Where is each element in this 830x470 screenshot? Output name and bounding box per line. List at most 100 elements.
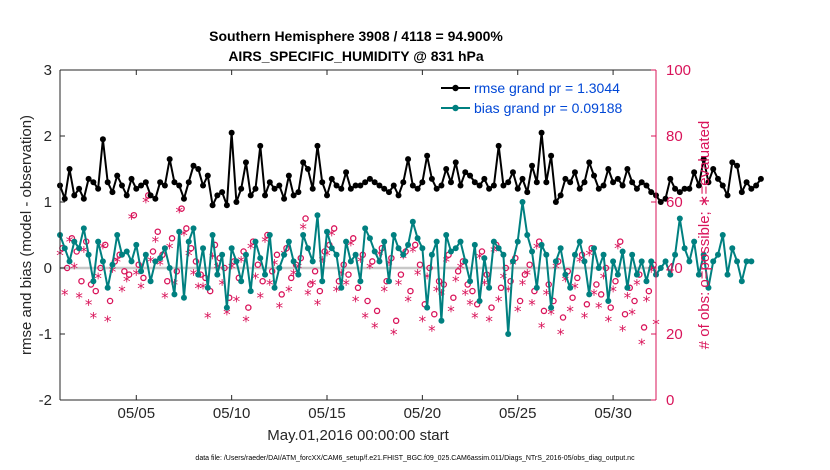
obs-evaluated-marker: * — [633, 276, 641, 294]
obs-evaluated-marker: * — [524, 266, 532, 284]
rmse-point — [295, 189, 302, 196]
bias-point — [338, 284, 345, 291]
rmse-point — [138, 182, 145, 189]
y-tick-label-left: 1 — [44, 194, 52, 211]
obs-evaluated-marker: * — [128, 210, 136, 228]
rmse-point — [71, 192, 78, 199]
obs-possible-marker — [369, 258, 376, 265]
rmse-point — [524, 189, 531, 196]
rmse-point — [333, 182, 340, 189]
obs-evaluated-marker: * — [109, 263, 117, 281]
bias-point — [405, 241, 412, 248]
obs-evaluated-marker: * — [366, 260, 374, 278]
bias-point — [419, 245, 426, 252]
obs-possible-marker — [574, 274, 581, 282]
obs-evaluated-marker: * — [538, 319, 546, 337]
bias-point — [333, 251, 340, 258]
obs-possible-marker — [411, 241, 419, 249]
obs-evaluated-marker: * — [605, 312, 613, 330]
obs-evaluated-marker: * — [476, 250, 484, 268]
rmse-point — [204, 172, 211, 179]
rmse-point — [681, 185, 688, 192]
bias-point — [262, 271, 269, 278]
y-tick-label-left: 2 — [44, 128, 52, 145]
rmse-point — [433, 185, 440, 192]
bias-point — [66, 258, 73, 265]
bias-point — [99, 258, 106, 265]
y-axis-label-left: rmse and bias (model - observation) — [18, 115, 35, 355]
bias-point — [118, 251, 125, 258]
bias-point — [281, 251, 288, 258]
rmse-point — [481, 175, 488, 182]
rmse-point — [552, 199, 559, 205]
rmse-point — [738, 189, 745, 196]
rmse-point — [66, 166, 73, 172]
rmse-point — [614, 175, 621, 182]
obs-possible-marker — [621, 310, 629, 318]
obs-evaluated-marker: * — [233, 293, 241, 311]
obs-possible-marker — [521, 271, 529, 278]
obs-possible-marker — [416, 261, 424, 268]
bias-point — [304, 245, 311, 252]
bias-point — [481, 255, 488, 262]
rmse-point — [657, 199, 664, 205]
bias-point — [309, 258, 316, 265]
obs-evaluated-marker: * — [80, 243, 88, 261]
rmse-point — [247, 192, 254, 199]
obs-evaluated-marker: * — [395, 276, 403, 294]
obs-evaluated-marker: * — [390, 326, 398, 344]
obs-evaluated-marker: * — [285, 283, 293, 301]
rmse-point — [319, 179, 326, 186]
obs-evaluated-marker: * — [75, 289, 83, 307]
obs-possible-marker — [78, 277, 85, 285]
rmse-point — [409, 182, 416, 189]
obs-evaluated-marker: * — [595, 299, 603, 317]
y-tick-label-right: 80 — [666, 128, 683, 145]
obs-possible-marker — [259, 277, 266, 285]
obs-possible-marker — [154, 228, 161, 235]
bias-point — [85, 251, 92, 258]
obs-evaluated-marker: * — [161, 289, 169, 307]
obs-evaluated-marker: * — [299, 220, 307, 238]
rmse-point — [166, 156, 173, 163]
obs-possible-marker — [469, 287, 476, 295]
obs-possible-marker — [612, 277, 619, 285]
obs-evaluated-marker: * — [576, 253, 584, 271]
obs-evaluated-marker: * — [328, 227, 336, 245]
obs-evaluated-marker: * — [400, 250, 408, 268]
obs-evaluated-marker: * — [638, 335, 646, 353]
bias-point — [571, 251, 578, 258]
rmse-point — [500, 182, 507, 189]
obs-possible-marker — [330, 225, 338, 232]
bias-point — [328, 245, 335, 252]
obs-evaluated-marker: * — [318, 253, 326, 271]
obs-evaluated-marker: * — [590, 286, 598, 304]
bias-point — [414, 235, 421, 242]
bias-point — [538, 241, 545, 248]
rmse-point — [452, 159, 459, 166]
rmse-point — [705, 179, 712, 186]
rmse-point — [276, 182, 283, 189]
obs-possible-marker — [559, 314, 567, 321]
rmse-point — [257, 142, 264, 149]
rmse-point — [471, 179, 478, 186]
bias-point — [691, 238, 698, 245]
obs-evaluated-marker: * — [423, 269, 431, 287]
rmse-point — [629, 179, 636, 186]
obs-possible-marker — [278, 291, 285, 298]
obs-evaluated-marker: * — [438, 286, 446, 304]
obs-evaluated-marker: * — [104, 312, 112, 330]
rmse-point — [414, 185, 421, 192]
bias-point — [562, 271, 569, 278]
obs-evaluated-marker: * — [566, 302, 574, 320]
rmse-point — [266, 179, 273, 186]
bias-point — [195, 271, 202, 278]
rmse-point — [190, 162, 197, 169]
obs-evaluated-marker: * — [152, 233, 160, 251]
obs-evaluated-marker: * — [252, 269, 260, 287]
rmse-point — [748, 185, 755, 192]
bias-point — [319, 278, 326, 285]
y-tick-label-right: 40 — [666, 260, 683, 277]
obs-possible-marker — [349, 235, 357, 242]
rmse-point — [447, 179, 454, 186]
